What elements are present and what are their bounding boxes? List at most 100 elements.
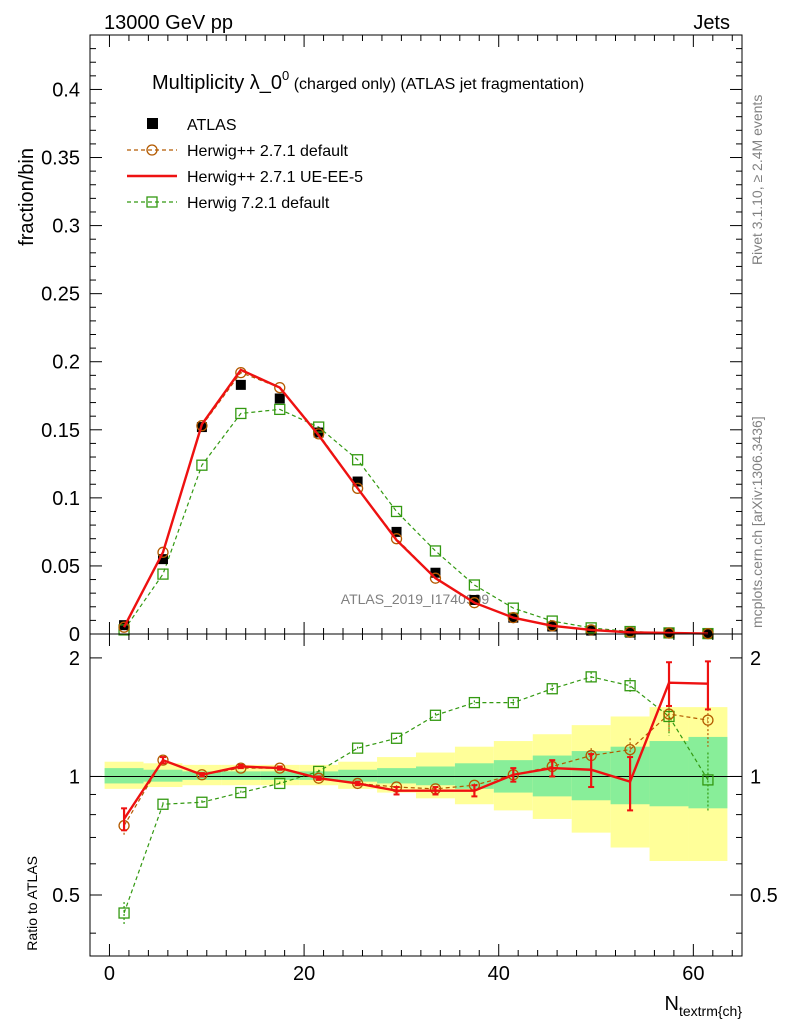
xlabel: Ntextrm{ch} — [665, 993, 743, 1019]
title-sup: 0 — [282, 68, 289, 83]
main-point-atlas — [274, 393, 285, 404]
xlabel-main: N — [665, 993, 679, 1015]
main-point-herwig7 — [235, 407, 247, 420]
main-ytick-label: 0.4 — [52, 79, 80, 101]
watermark: ATLAS_2019_I1740909 — [341, 591, 490, 607]
main-axis: 0 0.05 0.1 0.15 0.2 0.25 0.3 0.35 0.4 — [41, 35, 742, 646]
rivet-label: Rivet 3.1.10, ≥ 2.4M events — [749, 95, 765, 265]
ratio-xtick-label: 40 — [488, 963, 510, 985]
main-point-herwig7 — [390, 505, 403, 518]
ratio-point-herwigpp-default — [702, 714, 714, 726]
ratio-point-herwig7 — [507, 696, 519, 709]
ratio-point-herwig7 — [157, 798, 169, 810]
main-point-herwigpp-default — [157, 546, 169, 558]
ratio-band-inner — [649, 741, 689, 807]
main-point-herwigpp-default — [351, 482, 364, 494]
main-ytick-label: 0.05 — [41, 556, 80, 578]
ratio-point-herwig7 — [351, 742, 364, 754]
legend-label-herwig7: Herwig 7.2.1 default — [187, 195, 330, 212]
main-ylabel: fraction/bin — [16, 148, 38, 246]
ratio-xtick-label: 0 — [104, 963, 115, 985]
ratio-point-herwig7 — [546, 683, 558, 695]
ratio-frame — [89, 633, 743, 957]
main-point-herwigpp-default — [313, 428, 325, 440]
title-rest: (charged only) (ATLAS jet fragmentation) — [289, 76, 584, 93]
ratio-ytick-label-right: 0.5 — [750, 885, 778, 907]
main-point-herwigpp-default — [468, 597, 481, 609]
ratio-ytick-label-right: 1 — [750, 766, 761, 788]
ratio-band-inner — [377, 768, 416, 784]
main-series — [118, 366, 714, 640]
ratio-point-herwigpp-default — [663, 708, 675, 720]
main-ytick-label: 0.35 — [41, 148, 80, 170]
legend: ATLAS Herwig++ 2.7.1 default Herwig++ 2.… — [127, 117, 363, 212]
ratio-panel: 0.5 0.51 12 20 20 40 60 — [52, 634, 778, 985]
legend-marker-herwigpp-default — [146, 144, 158, 156]
ratio-band-inner — [221, 771, 261, 780]
ratio-point-herwig7 — [585, 671, 597, 683]
main-ytick-label: 0 — [69, 624, 80, 646]
ratio-xtick-label: 60 — [682, 963, 704, 985]
main-point-herwig7 — [468, 579, 481, 591]
ratio-point-herwig7 — [429, 709, 442, 721]
ratio-ylabel: Ratio to ATLAS — [24, 856, 40, 951]
main-point-herwigpp-default — [118, 621, 130, 633]
main-point-atlas — [352, 476, 363, 487]
main-point-herwig7 — [429, 545, 442, 557]
ratio-point-herwig7 — [624, 680, 636, 692]
ratio-xtick-label: 20 — [293, 963, 315, 985]
main-panel: 0 0.05 0.1 0.15 0.2 0.25 0.3 0.35 0.4 — [41, 35, 742, 646]
main-ytick-label: 0.15 — [41, 420, 80, 442]
ratio-point-herwig7 — [235, 786, 247, 799]
ratio-ytick-label-left: 1 — [69, 766, 80, 788]
main-line-herwigpp-ue — [122, 368, 708, 635]
main-point-herwig7 — [157, 568, 169, 580]
main-point-herwigpp-default — [429, 572, 442, 584]
legend-marker-herwig7 — [146, 196, 158, 208]
main-point-atlas — [469, 594, 480, 605]
ratio-bands — [104, 707, 728, 861]
ratio-line-herwigpp-ue — [123, 681, 708, 820]
main-point-herwigpp-default — [390, 533, 403, 545]
ratio-band-inner — [104, 768, 144, 784]
ratio-point-herwigpp-default — [157, 754, 169, 766]
ratio-point-herwig7 — [468, 696, 481, 709]
main-ytick-label: 0.1 — [52, 488, 80, 510]
main-ytick-label: 0.3 — [52, 216, 80, 238]
main-point-herwigpp-default — [274, 381, 286, 394]
main-point-atlas — [157, 554, 168, 565]
mcplots-label: mcplots.cern.ch [arXiv:1306.3436] — [749, 416, 765, 628]
ratio-band-inner — [338, 769, 378, 782]
legend-marker-atlas — [147, 118, 158, 129]
ratio-point-herwigpp-default — [624, 743, 636, 756]
ratio-band-inner — [416, 766, 455, 786]
plot-title: Multiplicity λ_00 (charged only) (ATLAS … — [152, 68, 584, 94]
main-point-herwigpp-default — [196, 420, 208, 432]
ratio-point-herwig7 — [390, 732, 403, 744]
main-point-herwig7 — [351, 454, 364, 466]
main-ytick-label: 0.25 — [41, 284, 80, 306]
main-point-herwig7 — [313, 421, 325, 433]
main-ytick-label: 0.2 — [52, 352, 80, 374]
ratio-point-herwig7 — [702, 774, 714, 786]
ratio-series — [118, 660, 714, 925]
ratio-band-inner — [143, 769, 183, 782]
legend-label-herwigpp-ue: Herwig++ 2.7.1 UE-EE-5 — [187, 169, 363, 186]
main-point-herwig7 — [507, 602, 519, 614]
ratio-band-inner — [260, 771, 300, 780]
xlabel-sub: textrm{ch} — [679, 1003, 742, 1019]
legend-label-atlas: ATLAS — [187, 117, 237, 134]
header-energy: 13000 GeV pp — [104, 12, 233, 34]
main-point-atlas — [391, 526, 402, 537]
header-jets: Jets — [693, 12, 730, 34]
ratio-point-herwig7 — [274, 777, 286, 790]
main-point-atlas — [235, 379, 246, 390]
main-point-herwig7 — [196, 459, 208, 471]
ratio-ytick-label-left: 2 — [69, 648, 80, 670]
ratio-ytick-label-left: 0.5 — [52, 885, 80, 907]
title-main: Multiplicity λ_0 — [152, 72, 282, 94]
ratio-ytick-label-right: 2 — [750, 648, 761, 670]
main-point-herwig7 — [274, 403, 286, 416]
legend-label-herwigpp-default: Herwig++ 2.7.1 default — [187, 143, 349, 160]
